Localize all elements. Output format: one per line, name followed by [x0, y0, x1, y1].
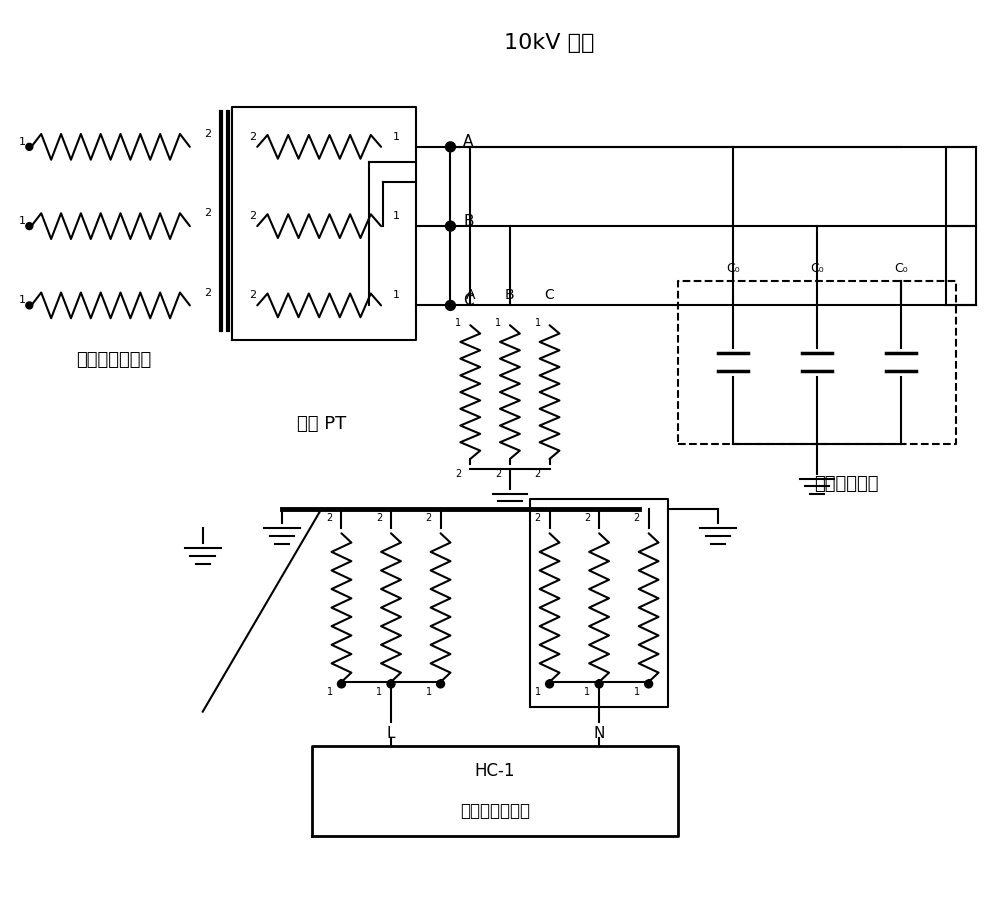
Text: 1: 1: [392, 291, 399, 301]
Text: 2: 2: [535, 514, 541, 524]
Circle shape: [546, 680, 554, 688]
Text: 1: 1: [19, 295, 26, 305]
Text: 2: 2: [584, 514, 590, 524]
Text: 2: 2: [535, 469, 541, 479]
Circle shape: [645, 680, 653, 688]
Text: C₀: C₀: [810, 262, 824, 275]
Text: C₀: C₀: [726, 262, 740, 275]
Text: 2: 2: [634, 514, 640, 524]
Text: 电容电流测试仪: 电容电流测试仪: [460, 802, 530, 820]
Text: 2: 2: [455, 469, 462, 479]
Circle shape: [337, 680, 345, 688]
Text: 线路对地电容: 线路对地电容: [815, 474, 879, 493]
Circle shape: [387, 680, 395, 688]
Circle shape: [446, 221, 455, 231]
Text: 2: 2: [426, 514, 432, 524]
Text: 母线 PT: 母线 PT: [297, 415, 346, 433]
Text: 2: 2: [204, 288, 211, 298]
Text: 1: 1: [584, 686, 590, 696]
Text: 变电站主变压器: 变电站主变压器: [76, 351, 151, 369]
Text: 1: 1: [495, 318, 501, 328]
Text: A: A: [463, 134, 474, 149]
Text: 1: 1: [19, 217, 26, 226]
Text: N: N: [593, 726, 605, 741]
Text: C₀: C₀: [894, 262, 908, 275]
Text: 1: 1: [19, 137, 26, 147]
Text: 1: 1: [535, 686, 541, 696]
Text: 2: 2: [249, 291, 256, 301]
Text: 1: 1: [327, 686, 333, 696]
Text: 1: 1: [455, 318, 461, 328]
Text: 2: 2: [249, 132, 256, 142]
Text: 2: 2: [495, 469, 501, 479]
Text: HC-1: HC-1: [475, 762, 515, 781]
Text: 1: 1: [392, 211, 399, 221]
Text: C: C: [463, 293, 474, 308]
Text: C: C: [545, 289, 554, 303]
Text: 10kV 母线: 10kV 母线: [504, 33, 595, 53]
Text: 2: 2: [204, 208, 211, 218]
Circle shape: [446, 301, 455, 311]
Text: 2: 2: [204, 129, 211, 139]
Text: A: A: [466, 289, 475, 303]
Text: 1: 1: [376, 686, 382, 696]
Circle shape: [437, 680, 445, 688]
Text: 2: 2: [376, 514, 382, 524]
Text: 1: 1: [634, 686, 640, 696]
Text: L: L: [387, 726, 395, 741]
Text: B: B: [463, 214, 474, 228]
Text: 2: 2: [249, 211, 256, 221]
Circle shape: [26, 223, 33, 229]
Text: B: B: [505, 289, 515, 303]
Text: 1: 1: [426, 686, 432, 696]
Text: 1: 1: [535, 318, 541, 328]
Circle shape: [26, 143, 33, 150]
Circle shape: [446, 142, 455, 152]
Text: 2: 2: [326, 514, 333, 524]
Text: 1: 1: [392, 132, 399, 142]
Circle shape: [26, 302, 33, 309]
Circle shape: [595, 680, 603, 688]
